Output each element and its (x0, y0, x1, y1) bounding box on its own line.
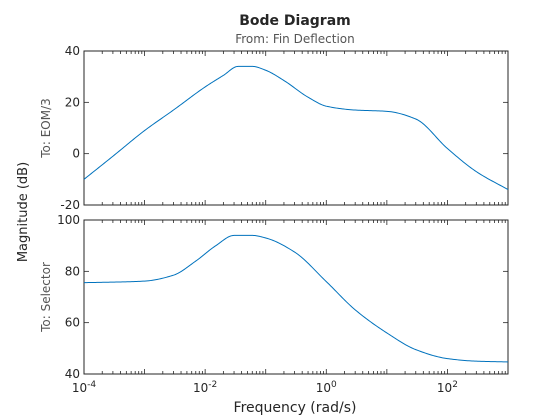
y-tick-labels-selector: 100 80 60 40 (57, 213, 80, 381)
tick-marks-eom3 (83, 50, 509, 206)
axes-box-eom3 (83, 50, 509, 206)
x-axis-label: Frequency (rad/s) (234, 400, 357, 416)
axes-box-selector (83, 219, 509, 375)
y-tick-label: 20 (65, 95, 80, 109)
y-tick-label: 100 (57, 213, 80, 227)
row-label-selector: To: Selector (39, 262, 53, 333)
y-tick-label: 80 (65, 264, 80, 278)
chart-title: Bode Diagram (239, 13, 351, 29)
chart-subtitle: From: Fin Deflection (235, 32, 355, 46)
magnitude-panel-eom3: 40 20 0 -20 To: EOM/3 (39, 44, 509, 212)
y-tick-labels-eom3: 40 20 0 -20 (60, 44, 80, 212)
x-tick-label: 10-2 (193, 380, 217, 395)
y-axis-label: Magnitude (dB) (16, 162, 31, 262)
y-tick-label: 40 (65, 367, 80, 381)
x-tick-labels: 10-4 10-2 100 102 (72, 380, 458, 395)
row-label-eom3: To: EOM/3 (39, 98, 53, 159)
series-line-selector (83, 234, 509, 363)
x-tick-label: 10-4 (72, 380, 97, 395)
series-line-eom3 (83, 65, 509, 191)
y-tick-label: 40 (65, 44, 80, 58)
magnitude-panel-selector: 100 80 60 40 To: Selector (39, 213, 509, 381)
x-tick-label: 100 (316, 380, 337, 395)
x-tick-label: 102 (437, 380, 458, 395)
y-tick-label: 0 (72, 147, 80, 161)
tick-marks-selector (83, 219, 509, 375)
y-tick-label: 60 (65, 316, 80, 330)
y-tick-label: -20 (60, 198, 80, 212)
